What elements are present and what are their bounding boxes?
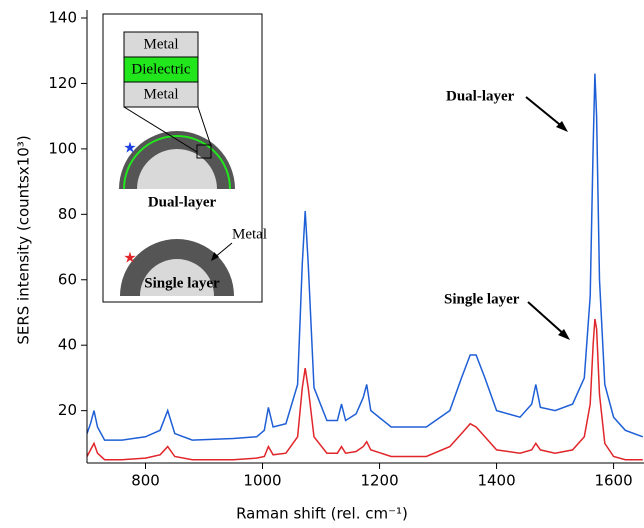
inset: Metal Dielectric Metal ★ Dual-layer Meta… — [102, 13, 267, 303]
y-tick-label: 140 — [48, 9, 77, 27]
y-tick-label: 40 — [58, 336, 77, 354]
series-line — [87, 73, 644, 441]
arrowhead — [558, 329, 570, 340]
annotation: Single layer — [444, 291, 520, 307]
star: ★ — [123, 139, 136, 157]
y-tick-label: 20 — [58, 401, 77, 419]
dielectric-ring — [123, 135, 231, 190]
y-tick-label: 120 — [48, 74, 77, 92]
x-tick-label: 1000 — [243, 472, 281, 490]
x-tick-label: 1600 — [594, 472, 632, 490]
layer-label: Dielectric — [131, 61, 190, 77]
x-tick-label: 1400 — [477, 472, 515, 490]
layer-label: Metal — [144, 86, 179, 102]
x-axis-label: Raman shift (rel. cm⁻¹) — [236, 505, 408, 523]
x-tick-label: 800 — [131, 472, 160, 490]
x-tick-label: 1200 — [360, 472, 398, 490]
annotation: Dual-layer — [446, 88, 515, 104]
y-tick-label: 80 — [58, 205, 77, 223]
y-tick-label: 100 — [48, 139, 77, 157]
arrow — [527, 301, 567, 337]
star: ★ — [123, 249, 136, 267]
series-line — [87, 318, 643, 461]
zoom-line — [123, 106, 198, 153]
y-axis-label: SERS intensity (countsx10³) — [15, 135, 33, 344]
core — [137, 149, 217, 189]
zoom-line — [197, 106, 212, 147]
inset-label: Single layer — [144, 275, 220, 291]
y-tick-label: 60 — [58, 270, 77, 288]
core — [140, 259, 214, 296]
metal-layer — [123, 81, 199, 108]
arrowhead — [211, 252, 219, 261]
inset-label: Dual-layer — [148, 194, 217, 210]
arrow — [525, 96, 565, 129]
arrowhead — [556, 121, 568, 132]
layer-label: Metal — [144, 36, 179, 52]
inset-label: Metal — [232, 226, 267, 242]
